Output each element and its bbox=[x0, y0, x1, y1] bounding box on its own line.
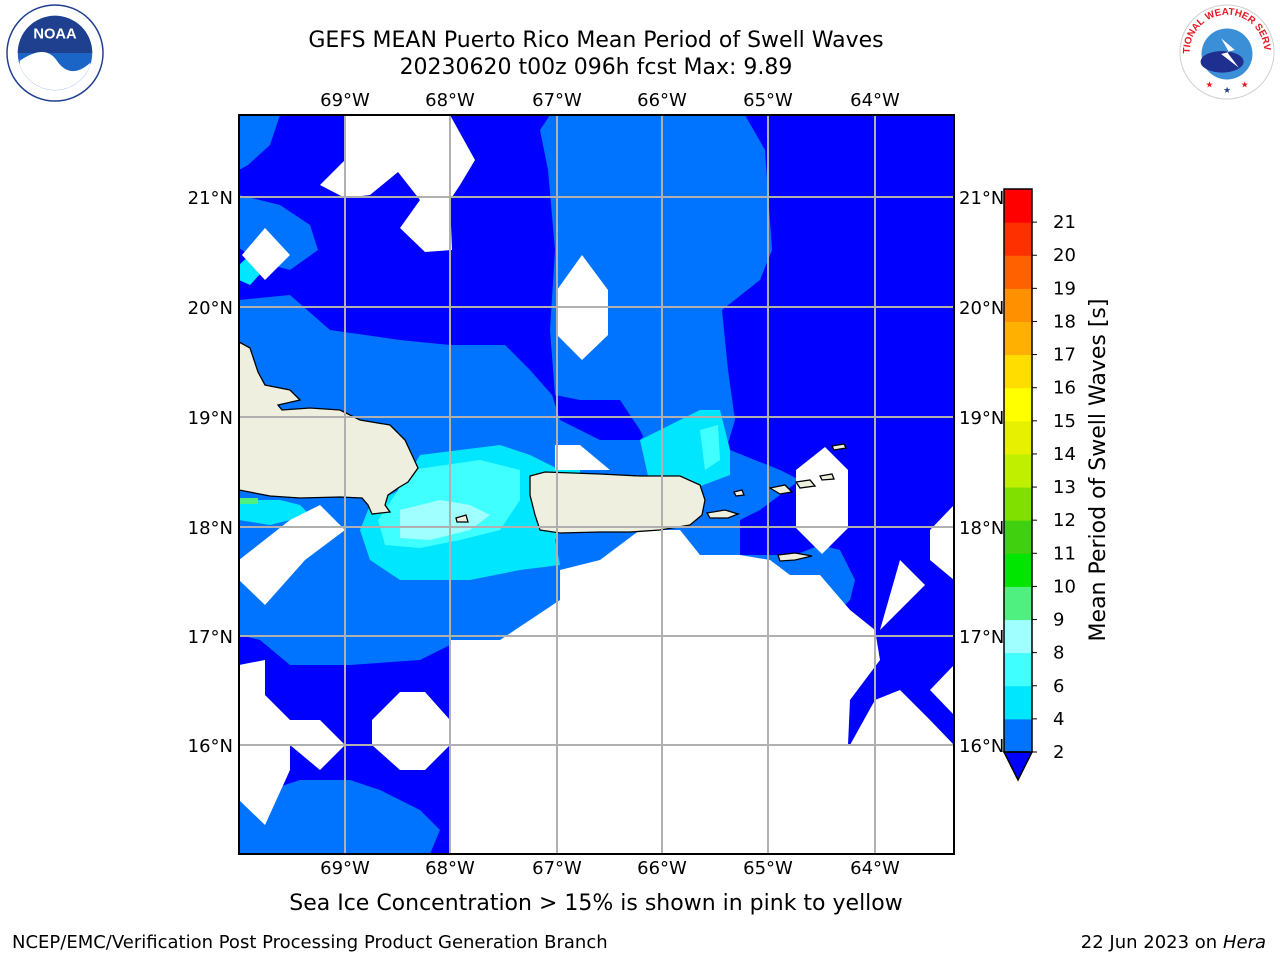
colorbar-segment bbox=[1004, 288, 1032, 322]
colorbar-segment bbox=[1004, 685, 1032, 720]
colorbar-frame bbox=[1003, 188, 1033, 753]
colorbar-tick-label: 13 bbox=[1053, 477, 1076, 498]
noaa-logo-text: NOAA bbox=[33, 26, 77, 42]
footer-timestamp: 22 Jun 2023 on Hera bbox=[1081, 932, 1266, 953]
lat-label-right-21n: 21°N bbox=[959, 188, 1004, 209]
lon-label-top-69w: 69°W bbox=[320, 90, 370, 111]
lat-label-right-18n: 18°N bbox=[959, 518, 1004, 539]
colorbar-tick-label: 9 bbox=[1053, 610, 1064, 631]
nws-logo: NATIONAL WEATHER SERVICE ★ ★ ★ bbox=[1176, 3, 1275, 100]
colorbar-tick-label: 10 bbox=[1053, 576, 1076, 597]
map-subtitle: 20230620 t00z 096h fcst Max: 9.89 bbox=[399, 55, 793, 80]
colorbar-segment bbox=[1004, 222, 1032, 256]
lat-label-left-21n: 21°N bbox=[188, 188, 233, 209]
colorbar-segment bbox=[1004, 487, 1032, 521]
lon-label-bottom-68w: 68°W bbox=[425, 858, 475, 879]
lat-label-right-19n: 19°N bbox=[959, 408, 1004, 429]
colorbar-tick-label: 14 bbox=[1053, 444, 1076, 465]
lon-label-bottom-67w: 67°W bbox=[532, 858, 582, 879]
colorbar-tick-label: 17 bbox=[1053, 345, 1076, 366]
colorbar-segment bbox=[1004, 453, 1032, 488]
colorbar-under-extension bbox=[1002, 751, 1034, 782]
colorbar-segment bbox=[1004, 586, 1032, 621]
colorbar-tick-label: 2 bbox=[1053, 742, 1064, 763]
masked-areas bbox=[239, 115, 954, 854]
lat-label-left-20n: 20°N bbox=[188, 298, 233, 319]
anegada bbox=[831, 443, 847, 451]
map-frame bbox=[238, 114, 955, 855]
lon-label-bottom-69w: 69°W bbox=[320, 858, 370, 879]
colorbar-segment bbox=[1004, 189, 1032, 223]
map-plot-area bbox=[239, 115, 954, 854]
footer-date: 22 Jun 2023 on bbox=[1080, 932, 1218, 953]
colorbar-segment bbox=[1004, 354, 1032, 389]
lon-label-top-65w: 65°W bbox=[743, 90, 793, 111]
colorbar-tick-label: 11 bbox=[1053, 543, 1076, 564]
lon-label-bottom-66w: 66°W bbox=[637, 858, 687, 879]
lon-label-top-64w: 64°W bbox=[850, 90, 900, 111]
colorbar-tick-label: 4 bbox=[1053, 709, 1064, 730]
noaa-logo: NOAA bbox=[6, 4, 104, 102]
svg-text:★: ★ bbox=[1223, 86, 1231, 96]
colorbar-tick-label: 12 bbox=[1053, 510, 1076, 531]
svg-text:★: ★ bbox=[1241, 80, 1249, 90]
colorbar-tick-label: 18 bbox=[1053, 311, 1076, 332]
footer-credit: NCEP/EMC/Verification Post Processing Pr… bbox=[12, 932, 608, 953]
colorbar-segment bbox=[1004, 718, 1032, 753]
colorbar-tick-label: 6 bbox=[1053, 676, 1064, 697]
colorbar-segment bbox=[1004, 255, 1032, 289]
footer-host: Hera bbox=[1222, 932, 1266, 953]
colorbar-segment bbox=[1004, 652, 1032, 687]
colorbar-segment bbox=[1004, 553, 1032, 587]
lat-label-left-18n: 18°N bbox=[188, 518, 233, 539]
lat-label-right-16n: 16°N bbox=[959, 736, 1004, 757]
colorbar-segment bbox=[1004, 420, 1032, 455]
colorbar-segment bbox=[1004, 520, 1032, 554]
mona-island bbox=[455, 514, 469, 523]
colorbar-tick-label: 16 bbox=[1053, 378, 1076, 399]
lat-label-left-17n: 17°N bbox=[188, 627, 233, 648]
colorbar-label: Mean Period of Swell Waves [s] bbox=[1086, 299, 1111, 642]
lon-label-bottom-65w: 65°W bbox=[743, 858, 793, 879]
st-croix bbox=[777, 552, 813, 562]
virgin-islands bbox=[768, 479, 817, 495]
vieques bbox=[705, 509, 740, 519]
tortola bbox=[819, 473, 835, 481]
colorbar-segment bbox=[1004, 321, 1032, 356]
lon-label-top-66w: 66°W bbox=[637, 90, 687, 111]
colorbar-tick-label: 20 bbox=[1053, 245, 1076, 266]
colorbar-tick-label: 19 bbox=[1053, 278, 1076, 299]
sea-ice-caption: Sea Ice Concentration > 15% is shown in … bbox=[289, 891, 903, 916]
swell-band-9-10 bbox=[239, 498, 258, 504]
colorbar-tick-label: 8 bbox=[1053, 643, 1064, 664]
lat-label-left-19n: 19°N bbox=[188, 408, 233, 429]
graticule bbox=[239, 115, 954, 854]
map-title: GEFS MEAN Puerto Rico Mean Period of Swe… bbox=[308, 28, 884, 53]
colorbar-segment bbox=[1004, 619, 1032, 654]
hispaniola bbox=[239, 341, 419, 515]
svg-text:★: ★ bbox=[1205, 80, 1213, 90]
colorbar-tick-label: 15 bbox=[1053, 411, 1076, 432]
lat-label-right-20n: 20°N bbox=[959, 298, 1004, 319]
colorbar: 2 4 6 8 9 10 11 12 13 14 15 16 17 18 19 20 21 bbox=[1002, 188, 1076, 782]
colorbar-tick-label: 21 bbox=[1053, 212, 1076, 233]
colorbar-segment bbox=[1004, 387, 1032, 422]
swell-band-8-9 bbox=[400, 500, 490, 540]
culebra bbox=[733, 489, 745, 497]
lon-label-top-67w: 67°W bbox=[532, 90, 582, 111]
lat-label-right-17n: 17°N bbox=[959, 627, 1004, 648]
lon-label-bottom-64w: 64°W bbox=[850, 858, 900, 879]
lat-label-left-16n: 16°N bbox=[188, 736, 233, 757]
lon-label-top-68w: 68°W bbox=[425, 90, 475, 111]
